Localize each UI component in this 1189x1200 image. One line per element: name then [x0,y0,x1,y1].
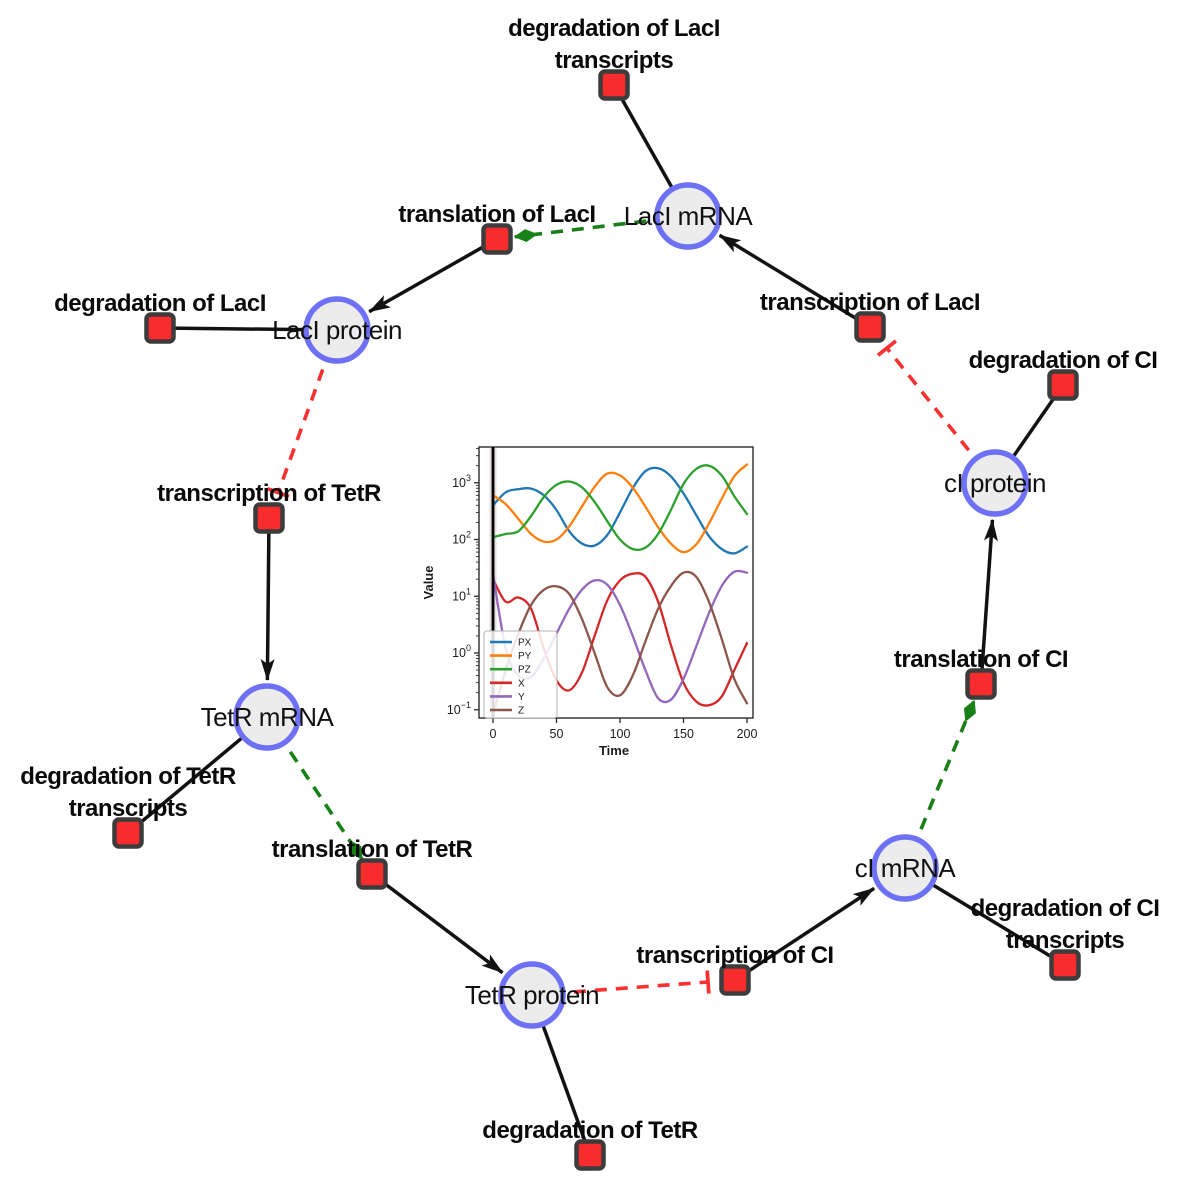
reaction-node-deg_tetR_tx [112,817,144,849]
series-curve-PY [491,463,749,554]
reaction-label-transl_cI: translation of CI [894,646,1068,673]
reaction-label-deg_lacI: degradation of LacI [54,290,266,317]
y-tick-label: 103 [452,473,471,490]
species-label-cI_mRNA: cI mRNA [855,853,957,883]
y-tick-label: 101 [452,586,471,603]
y-axis-title: Value [421,566,436,600]
reaction-label-deg_cI_tx: transcripts [1006,927,1125,954]
species-label-tetR_protein: TetR protein [465,980,599,1010]
reaction-node-deg_cI [1047,369,1079,401]
reaction-node-deg_lacI [144,312,176,344]
reaction-label-tx_cI: transcription of CI [636,942,833,969]
x-axis-title: Time [599,743,629,758]
legend-label-PX: PX [518,638,532,649]
series-curve-X [491,572,749,707]
species-nodes-layer [233,182,1029,1029]
reaction-label-transl_tetR: translation of TetR [272,836,473,863]
reaction-node-deg_cI_tx [1049,949,1081,981]
series-curve-PZ [491,464,749,551]
species-node-tetR_mRNA [233,683,301,751]
reaction-node-deg_tetR [574,1139,606,1171]
reaction-label-deg_lacI_tx: transcripts [555,47,674,74]
legend-label-X: X [518,678,525,689]
reaction-label-deg_cI_tx: degradation of CI [971,895,1160,922]
species-node-lacI_mRNA [654,182,722,250]
reaction-node-transl_cI [965,668,997,700]
legend-label-Y: Y [518,692,525,703]
y-tick-label: 102 [452,530,471,547]
x-tick-label: 50 [550,727,564,741]
reaction-node-transl_tetR [356,858,388,890]
y-tick-label: 100 [452,643,471,660]
reaction-label-tx_lacI: transcription of LacI [760,289,980,316]
species-node-tetR_protein [498,961,566,1029]
species-label-lacI_protein: LacI protein [272,315,402,345]
reaction-node-tx_cI [719,964,751,996]
reaction-label-tx_tetR: transcription of TetR [157,480,381,507]
reaction-node-tx_lacI [854,311,886,343]
production-arrow-edge [368,242,490,314]
production-arrow-edge [718,233,863,324]
x-tick-label: 0 [490,727,497,741]
production-arrow-edge [742,886,876,976]
x-tick-label: 100 [610,727,631,741]
legend-label-PY: PY [518,651,532,662]
reaction-label-deg_lacI_tx: degradation of LacI [508,15,720,42]
reaction-nodes-layer [112,69,1081,1171]
chart-axes-box [478,446,754,719]
species-node-lacI_protein [303,296,371,364]
reaction-node-transl_lacI [481,223,513,255]
reaction-node-deg_lacI_tx [598,69,630,101]
species-label-lacI_mRNA: LacI mRNA [624,201,754,231]
production-arrow-edge [979,518,998,675]
species-label-cI_protein: cI protein [944,468,1046,498]
legend-label-PZ: PZ [518,665,531,676]
reaction-label-deg_tetR_tx: transcripts [69,795,188,822]
reaction-node-tx_tetR [253,502,285,534]
species-node-cI_protein [961,449,1029,517]
inset-time-series-chart: 0 50 100 150 200 103 102 101 100 10−1 Time Value PX P… [421,446,758,758]
species-node-cI_mRNA [871,834,939,902]
legend-label-Z: Z [518,706,524,717]
production-arrow-edge [378,878,504,975]
reaction-label-deg_tetR_tx: degradation of TetR [20,763,236,790]
y-tick-label: 10−1 [447,700,471,717]
x-tick-label: 200 [737,727,758,741]
labels-layer: LacI mRNA LacI protein TetR mRNA TetR prote… [20,15,1160,1144]
species-label-tetR_mRNA: TetR mRNA [201,702,335,732]
reaction-label-deg_tetR: degradation of TetR [482,1117,698,1144]
reaction-label-transl_lacI: translation of LacI [398,201,595,228]
production-arrow-edge [260,527,275,682]
reaction-label-deg_cI: degradation of CI [969,347,1158,374]
x-tick-label: 150 [673,727,694,741]
series-curve-Z [491,570,749,717]
